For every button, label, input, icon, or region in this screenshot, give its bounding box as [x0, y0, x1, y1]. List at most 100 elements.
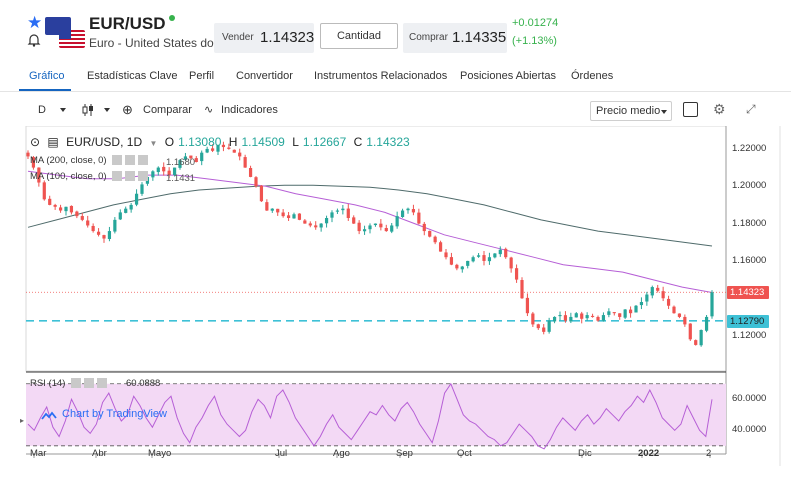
candle — [308, 223, 312, 226]
candlestick-type-icon[interactable] — [82, 103, 94, 117]
candle — [487, 257, 492, 262]
candle — [162, 166, 166, 172]
candle — [509, 257, 513, 269]
candle — [623, 309, 627, 318]
candle — [558, 315, 562, 317]
sell-button[interactable]: Vender 1.14323 — [214, 23, 314, 53]
candle — [455, 264, 459, 269]
candle — [384, 227, 388, 232]
candle — [227, 147, 231, 149]
candle — [666, 298, 671, 306]
tab-instrumentos-relacionados[interactable]: Instrumentos Relacionados — [314, 70, 448, 82]
candle — [259, 185, 264, 202]
tab-convertidor[interactable]: Convertidor — [236, 70, 293, 82]
scroll-left-icon[interactable]: ▸ — [20, 416, 25, 425]
tab-ordenes[interactable]: Órdenes — [571, 70, 614, 82]
indicators-icon[interactable]: ∿ — [204, 104, 214, 116]
tab-perfil[interactable]: Perfil — [189, 70, 215, 82]
candle — [335, 210, 340, 212]
candle — [172, 167, 177, 175]
tab-grafico[interactable]: Gráfico — [29, 70, 65, 82]
candle — [552, 316, 557, 322]
candle — [134, 193, 139, 205]
candle — [482, 255, 486, 261]
active-tab-indicator — [19, 89, 71, 91]
ma100-legend[interactable]: MA (100, close, 0) — [30, 171, 149, 182]
last-price-tag: 1.14323 — [727, 286, 769, 300]
candle — [634, 305, 638, 313]
candle — [683, 316, 687, 325]
candle — [221, 144, 226, 148]
buy-label: Comprar — [409, 32, 448, 43]
candle — [585, 315, 589, 319]
price-chart[interactable]: ⊙ ▤ EUR/USD, 1D ▼ O 1.13080 H 1.14509 L 1.1… — [0, 126, 791, 478]
chevron-down-icon[interactable] — [104, 108, 110, 112]
low-value: 1.12667 — [302, 135, 347, 149]
indicator-controls-icon[interactable] — [112, 155, 149, 166]
compare-icon[interactable]: ⊕ — [122, 102, 133, 117]
compare-button[interactable]: Comparar — [143, 104, 192, 116]
tab-estadisticas-clave[interactable]: Estadísticas Clave — [87, 70, 178, 82]
candle — [80, 216, 84, 220]
symbol-line: EUR/USD, 1D — [66, 135, 143, 149]
star-icon[interactable]: ★ — [27, 13, 43, 32]
candle — [58, 207, 63, 211]
chart-canvas[interactable] — [0, 126, 791, 478]
candle — [243, 157, 247, 168]
indicators-button[interactable]: Indicadores — [221, 104, 278, 116]
price-type-select[interactable]: Precio medio — [590, 101, 672, 121]
candle — [433, 236, 437, 243]
high-value: 1.14509 — [241, 135, 285, 149]
sell-price: 1.14323 — [260, 29, 315, 46]
collapse-icon[interactable]: ⊙ — [30, 135, 41, 149]
price-tick-label: 1.12000 — [732, 329, 767, 341]
candle — [542, 327, 546, 332]
time-tick-label: Mayo — [148, 448, 172, 459]
candle — [677, 313, 682, 317]
rsi-legend[interactable]: RSI (14) — [30, 378, 108, 389]
rsi-line — [27, 382, 713, 450]
candle — [216, 145, 220, 152]
candle — [428, 230, 432, 237]
candle — [248, 168, 253, 177]
gear-icon[interactable]: ⚙ — [713, 101, 726, 117]
candle — [102, 235, 106, 239]
candle — [411, 209, 416, 213]
fullscreen-icon[interactable]: ⤢ — [746, 102, 756, 116]
tab-posiciones-abiertas[interactable]: Posiciones Abiertas — [460, 70, 556, 82]
open-value: 1.13080 — [178, 135, 222, 149]
candle — [183, 156, 188, 160]
candle — [281, 212, 285, 217]
rsi-label: RSI (14) — [30, 378, 66, 389]
bell-icon[interactable] — [27, 33, 41, 47]
rsi-tick-label: 40.0000 — [732, 424, 767, 436]
candle — [498, 249, 502, 255]
candle — [417, 212, 421, 224]
chevron-down-icon[interactable]: ▼ — [149, 139, 158, 148]
buy-button[interactable]: Comprar 1.14335 — [403, 23, 507, 53]
candle — [346, 208, 350, 218]
candle — [704, 316, 709, 331]
tradingview-watermark[interactable]: Chart by TradingView — [62, 408, 167, 420]
close-value: 1.14323 — [366, 135, 410, 149]
quantity-input[interactable]: Cantidad — [320, 23, 398, 49]
candle — [96, 231, 101, 235]
open-label: O — [164, 135, 175, 149]
candle — [650, 287, 654, 296]
low-label: L — [292, 135, 299, 149]
time-tick-label: Oct — [457, 448, 472, 459]
ma200-legend[interactable]: MA (200, close, 0) — [30, 155, 149, 166]
time-tick-label: Jul — [275, 448, 288, 459]
candle — [466, 260, 470, 266]
candle — [395, 216, 399, 227]
candle — [580, 313, 584, 319]
chevron-down-icon[interactable] — [60, 108, 66, 112]
candle — [438, 242, 443, 252]
candle — [64, 206, 68, 212]
interval-select[interactable]: D — [38, 104, 46, 116]
ma200-value: 1.1680 — [166, 157, 196, 168]
snapshot-icon[interactable] — [683, 102, 698, 117]
indicator-controls-icon[interactable] — [112, 171, 149, 182]
candle — [400, 210, 405, 218]
indicator-controls-icon[interactable] — [71, 378, 108, 389]
